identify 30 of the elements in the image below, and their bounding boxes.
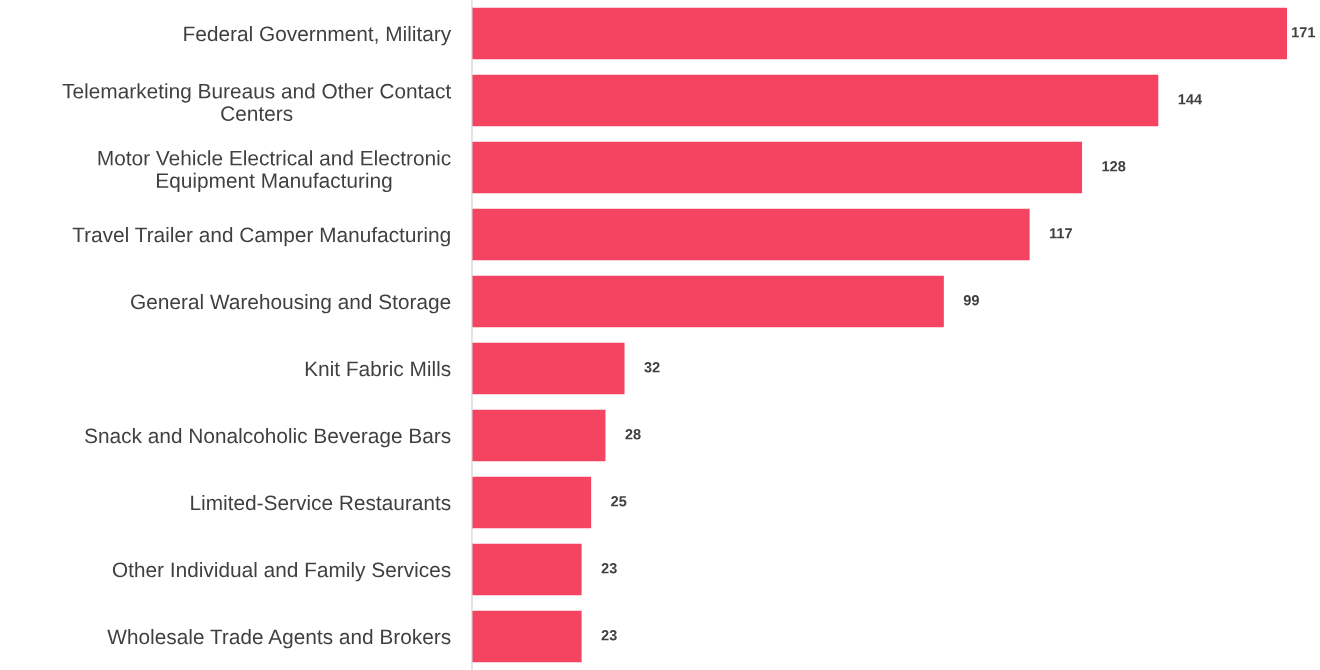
data-label: 25 xyxy=(611,496,627,507)
data-label: 144 xyxy=(1178,94,1203,105)
bar xyxy=(472,141,1083,194)
data-label: 23 xyxy=(601,630,617,641)
y-tick-label: Limited-Service Restaurants xyxy=(191,494,451,511)
y-tick-label: Wholesale Trade Agents and Brokers xyxy=(107,628,451,649)
data-label: 117 xyxy=(1049,228,1072,239)
bar xyxy=(472,208,1030,261)
y-tick-label: Federal Government, Military xyxy=(184,25,452,46)
bar xyxy=(472,476,592,529)
data-label: 128 xyxy=(1102,161,1126,172)
bar xyxy=(472,342,625,395)
data-label: 28 xyxy=(625,429,641,440)
y-tick-label: Motor Vehicle Electrical and Electronic Equipment Manufacturing xyxy=(98,150,451,193)
bar xyxy=(472,7,1287,60)
bar xyxy=(472,74,1159,127)
bar xyxy=(472,275,944,328)
y-tick-label: Snack and Nonalcoholic Beverage Bars xyxy=(85,427,451,448)
y-tick-label: Telemarketing Bureaus and Other Contact Centers xyxy=(62,83,452,121)
data-label: 23 xyxy=(601,563,617,574)
y-tick-label: Knit Fabric Mills xyxy=(305,360,451,377)
y-tick-label: Travel Trailer and Camper Manufacturing xyxy=(72,226,450,247)
data-label: 99 xyxy=(963,295,979,306)
bar xyxy=(472,543,582,596)
y-tick-label: General Warehousing and Storage xyxy=(131,293,451,314)
data-label: 171 xyxy=(1292,27,1316,38)
bar xyxy=(472,409,606,462)
bar xyxy=(472,610,582,663)
data-label: 32 xyxy=(644,362,660,373)
y-tick-label: Other Individual and Family Services xyxy=(112,561,451,582)
